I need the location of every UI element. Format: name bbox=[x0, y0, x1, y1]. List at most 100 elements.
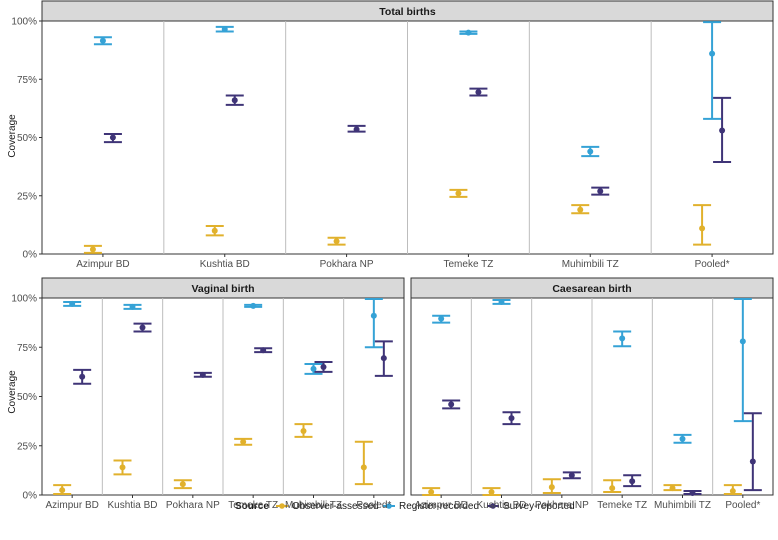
errorbar-register-recorded bbox=[93, 36, 112, 46]
errorbar-register-recorded bbox=[432, 314, 451, 324]
point-survey-reported bbox=[475, 89, 482, 96]
errorbar-register-recorded bbox=[581, 145, 600, 158]
errorbar-register-recorded bbox=[123, 303, 142, 310]
y-tick-label: 25% bbox=[17, 191, 37, 202]
legend-point-survey bbox=[490, 503, 496, 509]
point-observer-assessed bbox=[179, 481, 186, 488]
errorbar-observer-assessed bbox=[83, 244, 102, 254]
legend-point-observer bbox=[279, 503, 285, 509]
point-register-recorded bbox=[438, 315, 445, 322]
y-tick-label: 0% bbox=[23, 491, 38, 502]
panel-title-total-births: Total births bbox=[379, 6, 436, 18]
errorbar-survey-reported bbox=[193, 371, 212, 378]
x-tick-label-muhimbili-tz: Muhimbili TZ bbox=[562, 259, 619, 270]
y-tick-label: 50% bbox=[17, 133, 37, 144]
errorbar-survey-reported bbox=[713, 96, 732, 163]
errorbar-observer-assessed bbox=[205, 225, 224, 237]
y-tick-label: 100% bbox=[11, 17, 37, 28]
errorbar-survey-reported bbox=[743, 412, 762, 492]
point-observer-assessed bbox=[428, 489, 435, 496]
point-register-recorded bbox=[99, 37, 106, 44]
legend-label-register: Register-recorded bbox=[399, 501, 479, 512]
legend-title: Source bbox=[235, 501, 269, 512]
errorbar-register-recorded bbox=[215, 25, 234, 33]
x-tick-label-muhimbili-tz: Muhimbili TZ bbox=[654, 500, 711, 511]
point-observer-assessed bbox=[119, 464, 126, 471]
x-tick-label-pooled: Pooled* bbox=[725, 500, 760, 511]
point-survey-reported bbox=[380, 355, 387, 362]
panel-vaginal-birth: Vaginal birth 0% 25% 50% 75% 100% Azimpur BD Ku… bbox=[11, 277, 405, 511]
errorbar-observer-assessed bbox=[354, 440, 373, 486]
y-tick-label: 75% bbox=[17, 75, 37, 86]
point-register-recorded bbox=[587, 148, 594, 155]
errorbar-survey-reported bbox=[562, 471, 581, 480]
errorbar-survey-reported bbox=[254, 347, 273, 354]
y-tick-label: 75% bbox=[17, 343, 37, 354]
point-observer-assessed bbox=[669, 485, 676, 492]
x-tick-label-pooled: Pooled* bbox=[356, 500, 391, 511]
point-observer-assessed bbox=[360, 464, 367, 471]
panel-caesarean-birth: Caesarean birth Azimpur BD Kushtia BD Pokha… bbox=[410, 277, 774, 511]
point-register-recorded bbox=[465, 29, 472, 36]
errorbar-observer-assessed bbox=[53, 484, 72, 496]
x-tick-label-temeke-tz: Temeke TZ bbox=[443, 259, 493, 270]
errorbar-observer-assessed bbox=[327, 236, 346, 246]
y-axis-title-bottom: Coverage bbox=[7, 370, 18, 414]
legend-label-survey: Survey-reported bbox=[503, 501, 575, 512]
errorbar-register-recorded bbox=[733, 297, 752, 423]
point-register-recorded bbox=[619, 335, 626, 342]
errorbar-survey-reported bbox=[347, 124, 366, 133]
errorbar-survey-reported bbox=[73, 368, 92, 385]
errorbar-observer-assessed bbox=[663, 484, 682, 492]
x-tick-label-azimpur-bd: Azimpur BD bbox=[76, 259, 129, 270]
y-tick-label: 0% bbox=[23, 250, 38, 261]
point-survey-reported bbox=[597, 188, 604, 195]
errorbar-observer-assessed bbox=[234, 437, 253, 446]
point-register-recorded bbox=[370, 312, 377, 319]
x-tick-label-kushtia-bd: Kushtia BD bbox=[200, 259, 250, 270]
point-register-recorded bbox=[739, 338, 746, 345]
errorbar-register-recorded bbox=[304, 362, 323, 375]
point-register-recorded bbox=[250, 302, 257, 309]
errorbar-register-recorded bbox=[492, 298, 511, 305]
errorbar-survey-reported bbox=[683, 490, 702, 497]
errorbar-register-recorded bbox=[244, 302, 263, 309]
point-survey-reported bbox=[231, 97, 238, 104]
panel-title-caesarean-birth: Caesarean birth bbox=[552, 283, 631, 295]
x-tick-label-kushtia-bd: Kushtia BD bbox=[476, 500, 526, 511]
x-tick-label-temeke-tz: Temeke TZ bbox=[597, 500, 647, 511]
x-tick-label-pokhara-np: Pokhara NP bbox=[166, 500, 220, 511]
x-tick-label-muhimbili-tz: Muhimbili TZ bbox=[285, 500, 342, 511]
errorbar-survey-reported bbox=[225, 94, 244, 106]
point-observer-assessed bbox=[300, 427, 307, 434]
point-observer-assessed bbox=[89, 246, 96, 253]
errorbar-register-recorded bbox=[364, 297, 383, 349]
errorbar-survey-reported bbox=[374, 340, 393, 377]
errorbar-observer-assessed bbox=[542, 478, 561, 495]
point-survey-reported bbox=[260, 347, 267, 354]
legend-item-register: Register-recorded bbox=[383, 501, 479, 512]
errorbar-survey-reported bbox=[623, 474, 642, 488]
legend-label-observer: Observer-assessed bbox=[292, 501, 379, 512]
point-observer-assessed bbox=[577, 206, 584, 213]
errorbar-survey-reported bbox=[502, 411, 521, 426]
point-survey-reported bbox=[568, 472, 575, 479]
errorbar-register-recorded bbox=[703, 21, 722, 120]
point-survey-reported bbox=[139, 324, 146, 331]
errorbar-register-recorded bbox=[459, 29, 478, 36]
errorbar-observer-assessed bbox=[113, 459, 132, 476]
errorbar-observer-assessed bbox=[449, 188, 468, 198]
legend-point-register bbox=[386, 503, 392, 509]
y-tick-label: 50% bbox=[17, 392, 37, 403]
point-register-recorded bbox=[498, 298, 505, 305]
point-survey-reported bbox=[719, 127, 726, 134]
errorbar-observer-assessed bbox=[422, 487, 441, 496]
point-observer-assessed bbox=[699, 225, 706, 232]
y-tick-label: 25% bbox=[17, 441, 37, 452]
point-observer-assessed bbox=[455, 190, 462, 197]
point-survey-reported bbox=[109, 134, 116, 141]
x-tick-label-azimpur-bd: Azimpur BD bbox=[414, 500, 467, 511]
point-register-recorded bbox=[709, 50, 716, 57]
errorbar-survey-reported bbox=[469, 87, 488, 97]
